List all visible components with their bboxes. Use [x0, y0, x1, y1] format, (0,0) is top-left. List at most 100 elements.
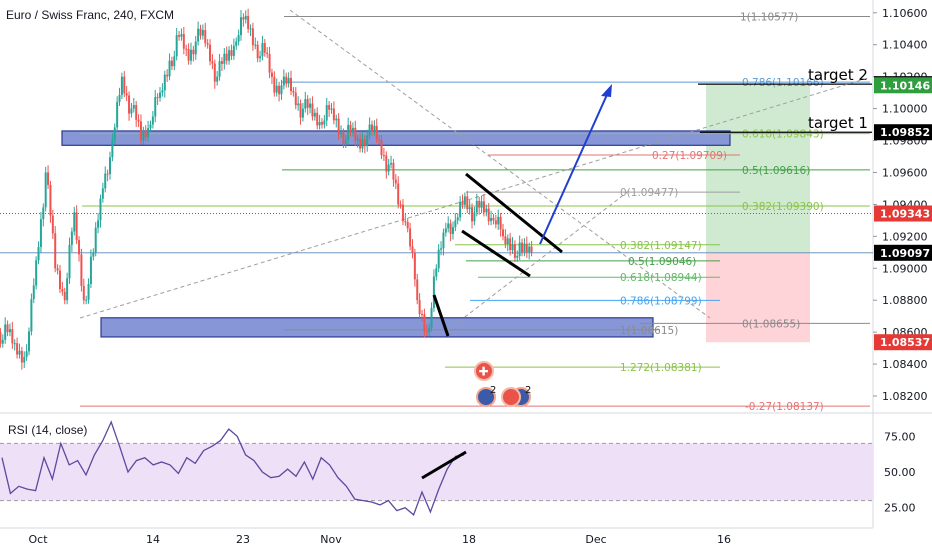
candle-body [320, 122, 323, 125]
candle-body [516, 255, 519, 258]
candle-body [349, 124, 352, 133]
candle-body [294, 92, 297, 106]
candle-body [323, 120, 326, 125]
candle-body [116, 101, 119, 128]
candle-body [342, 132, 345, 145]
chart-title: Euro / Swiss Franc, 240, FXCM [6, 8, 175, 22]
plus-icon: ✚ [479, 365, 489, 379]
candle-body [325, 105, 328, 121]
candle-body [428, 327, 431, 333]
candle-body [518, 242, 521, 256]
candle-body [49, 184, 52, 216]
event-count: 2 [490, 385, 496, 396]
projection-arrow [539, 87, 611, 245]
candle-body [209, 44, 212, 62]
candle-body [159, 92, 162, 98]
candle-body [47, 172, 50, 185]
candle-body [509, 238, 512, 250]
candle-body [275, 85, 278, 93]
candle-body [28, 331, 31, 352]
y-tick-label: 1.08800 [882, 294, 928, 307]
y-tick-label: 1.10600 [882, 7, 928, 20]
candle-body [201, 30, 204, 36]
candle-body [170, 60, 173, 67]
candle-body [261, 43, 264, 57]
candle-body [16, 343, 19, 355]
x-tick-label: Dec [585, 533, 606, 546]
candle-body [192, 49, 195, 55]
fib-level-label: 0.382(1.09390) [742, 201, 824, 213]
candle-body [456, 217, 459, 221]
candle-body [313, 112, 316, 117]
candle-body [370, 124, 373, 132]
fib-level-label: 1(1.08615) [620, 325, 678, 337]
candle-body [218, 61, 221, 77]
candle-body [270, 72, 273, 77]
candle-body [504, 236, 507, 245]
candle-body [347, 124, 350, 141]
candle-body [413, 252, 416, 280]
fib-level-label: 0(1.09477) [620, 187, 678, 199]
candle-body [482, 201, 485, 213]
candle-body [68, 244, 71, 279]
candle-body [182, 34, 185, 49]
candle-body [175, 35, 178, 57]
rising-trendline [79, 77, 869, 319]
candle-body [316, 112, 319, 126]
profit-zone [706, 84, 810, 253]
candle-body [373, 125, 376, 132]
fib-level-label: 1(1.10577) [740, 11, 798, 23]
candle-body [106, 173, 109, 175]
candle-body [468, 207, 471, 210]
candle-body [480, 201, 483, 208]
candle-body [416, 279, 419, 301]
candle-body [251, 28, 254, 46]
price-badge [874, 77, 932, 94]
candle-body [75, 212, 78, 241]
candle-body [37, 246, 40, 261]
candle-body [61, 289, 64, 292]
candle-body [220, 61, 223, 64]
candle-body [132, 105, 135, 109]
candle-body [87, 283, 90, 300]
candle-body [268, 54, 271, 73]
candle-body [390, 162, 393, 165]
flag-lower-line [461, 229, 531, 278]
rsi-label: RSI (14, close) [8, 423, 88, 437]
candle-body [530, 246, 533, 253]
arrow-head [601, 84, 612, 97]
candle-body [211, 61, 214, 64]
fib-level-label: -0.27(1.08137) [745, 401, 824, 413]
candle-body [432, 276, 435, 308]
candle-body [459, 201, 462, 218]
candle-body [42, 207, 45, 220]
rsi-divergence-line [421, 450, 467, 480]
candle-body [259, 56, 262, 59]
candle-body [359, 138, 362, 149]
candle-body [149, 124, 152, 129]
candle-body [306, 99, 309, 108]
candle-body [361, 139, 364, 149]
candle-body [475, 200, 478, 213]
fib-level-label: 0.786(1.08799) [620, 295, 702, 307]
candle-body [135, 105, 138, 120]
y-tick-label: 1.09600 [882, 166, 928, 179]
candle-body [304, 99, 307, 109]
candle-body [401, 204, 404, 222]
candle-body [254, 44, 257, 46]
price-badge [874, 334, 932, 351]
price-badge [874, 244, 932, 261]
candle-body [440, 248, 443, 250]
candle-body [511, 244, 514, 250]
candle-body [66, 278, 69, 301]
candle-body [204, 30, 207, 44]
candle-body [285, 76, 288, 84]
candle-body [142, 130, 145, 141]
candle-body [199, 28, 202, 36]
candle-body [490, 217, 493, 222]
candle-body [280, 85, 283, 95]
fib-level-label: 1.272(1.08381) [620, 362, 702, 374]
loss-zone [706, 252, 810, 343]
candle-body [451, 227, 454, 234]
